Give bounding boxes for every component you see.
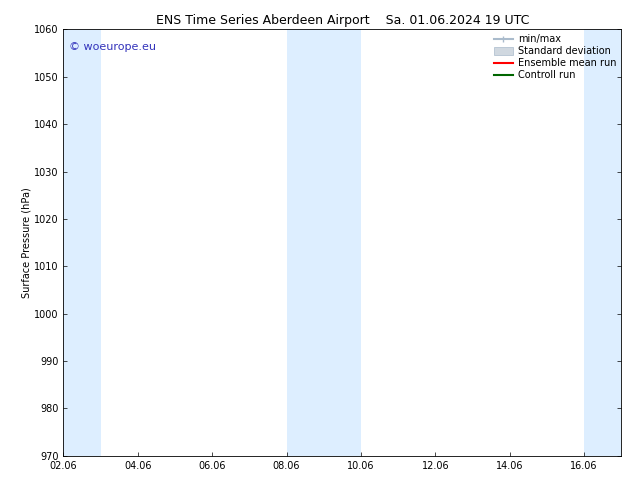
Bar [287, 29, 361, 456]
Title: ENS Time Series Aberdeen Airport    Sa. 01.06.2024 19 UTC: ENS Time Series Aberdeen Airport Sa. 01.… [156, 14, 529, 27]
Bar [63, 29, 101, 456]
Y-axis label: Surface Pressure (hPa): Surface Pressure (hPa) [21, 187, 31, 298]
Bar [584, 29, 621, 456]
Text: © woeurope.eu: © woeurope.eu [69, 42, 156, 52]
Legend: min/max, Standard deviation, Ensemble mean run, Controll run: min/max, Standard deviation, Ensemble me… [492, 32, 618, 82]
